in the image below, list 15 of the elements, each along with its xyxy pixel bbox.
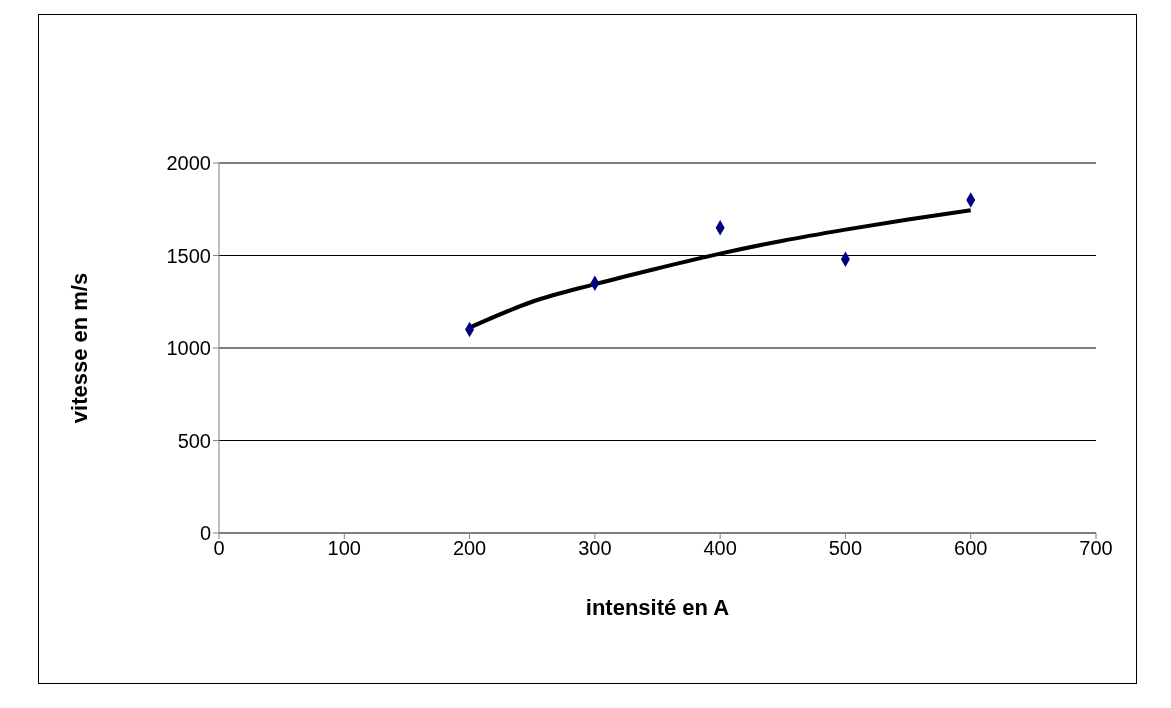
x-tick-label: 100 <box>327 537 361 560</box>
x-axis-title: intensité en A <box>585 595 730 620</box>
x-tick-label: 200 <box>452 537 487 560</box>
y-tick-label: 0 <box>199 522 211 545</box>
y-tick-label: 1500 <box>166 244 211 267</box>
x-tick-label: 400 <box>703 537 737 560</box>
y-tick-label: 1000 <box>166 337 211 360</box>
y-tick-label: 500 <box>177 429 211 452</box>
y-tick-label: 2000 <box>166 152 211 175</box>
x-tick-label: 300 <box>578 537 612 560</box>
x-tick-label: 0 <box>213 537 225 560</box>
x-tick-label: 600 <box>954 537 988 560</box>
y-axis-title: vitesse en m/s <box>66 272 92 424</box>
x-tick-label: 500 <box>828 537 863 560</box>
x-tick-label: 700 <box>1079 537 1113 560</box>
